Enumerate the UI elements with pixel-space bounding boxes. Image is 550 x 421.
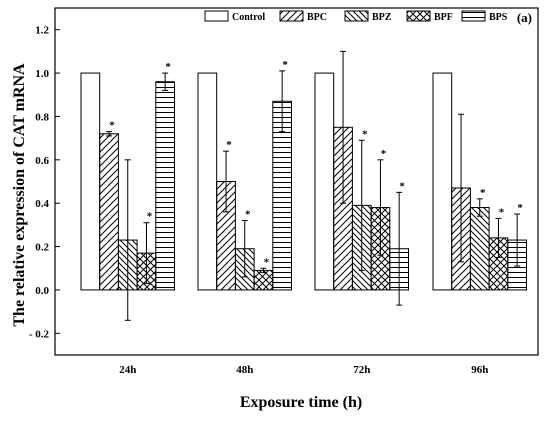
bar [432, 72, 453, 291]
panel-label: (a) [517, 10, 532, 25]
bars-layer: * * * * * * * * * * * * * [80, 50, 527, 321]
legend-label: BPZ [372, 12, 392, 23]
y-axis: - 0.2 0.0 0.2 0.4 0.6 0.8 1.0 1.2 [29, 25, 60, 340]
bar [99, 133, 119, 291]
x-tick-label: 24h [119, 364, 136, 376]
significance-marker: * [165, 61, 171, 73]
bar [314, 72, 335, 291]
significance-marker: * [109, 120, 115, 132]
legend-swatch [344, 10, 369, 22]
legend-swatch [406, 10, 431, 22]
x-axis-label: Exposure time (h) [240, 394, 362, 411]
x-axis: 24h 48h 72h 96h [119, 364, 488, 376]
significance-marker: * [362, 128, 368, 140]
plot-frame [54, 7, 539, 356]
y-tick-label: 0.6 [35, 155, 49, 167]
bar [155, 81, 176, 291]
y-tick-label: - 0.2 [29, 328, 50, 340]
y-tick-label: 0.2 [35, 242, 49, 254]
significance-marker: * [499, 206, 505, 218]
significance-marker: * [480, 187, 486, 199]
significance-marker: * [226, 139, 232, 151]
significance-marker: * [264, 256, 270, 268]
legend: Control BPC BPZ BPF BPS [204, 10, 508, 23]
bar [469, 207, 490, 291]
legend-swatch [204, 10, 229, 22]
legend-swatch [461, 10, 486, 22]
significance-marker: * [147, 211, 153, 223]
significance-marker: * [399, 180, 405, 192]
x-tick-label: 96h [471, 364, 488, 376]
y-tick-label: 0.4 [35, 198, 49, 210]
legend-label: BPS [489, 12, 508, 23]
significance-marker: * [381, 148, 387, 160]
significance-marker: * [282, 59, 288, 71]
y-tick-label: 1.2 [35, 25, 49, 37]
legend-label: Control [232, 12, 265, 23]
plot-border [54, 7, 539, 356]
x-tick-label: 72h [353, 364, 370, 376]
y-tick-label: 1.0 [35, 68, 49, 80]
significance-marker: * [245, 209, 251, 221]
legend-swatch [279, 10, 304, 22]
legend-label: BPF [434, 12, 453, 23]
bar [253, 269, 274, 291]
bar [80, 72, 101, 291]
bar [197, 72, 218, 291]
x-tick-label: 48h [236, 364, 253, 376]
significance-marker: * [517, 202, 523, 214]
legend-label: BPC [307, 12, 327, 23]
y-tick-label: 0.8 [35, 111, 49, 123]
y-tick-label: 0.0 [35, 285, 49, 297]
y-axis-label: The relative expression of CAT mRNA [11, 63, 28, 327]
